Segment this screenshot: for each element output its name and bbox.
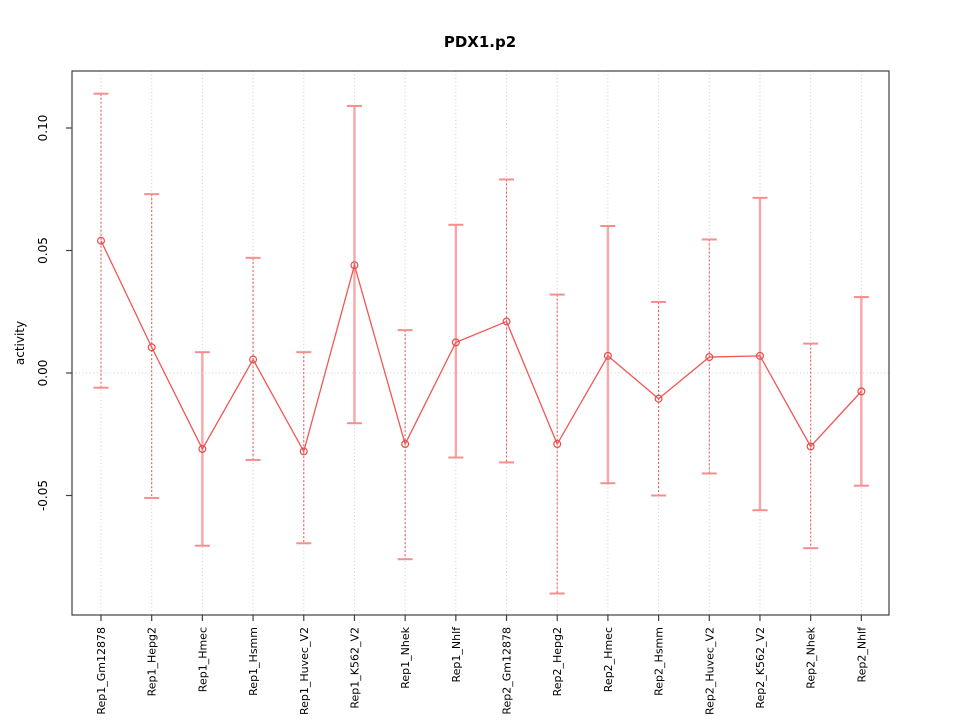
data-point (806, 442, 815, 451)
data-point (857, 387, 866, 396)
y-axis-label: activity (13, 321, 27, 365)
data-point (654, 394, 663, 403)
data-point (401, 440, 410, 449)
x-tick-label: Rep1_Huvec_V2 (298, 627, 311, 715)
x-tick-label: Rep2_Hmec (602, 627, 615, 692)
data-point (451, 338, 460, 347)
y-tick-label: -0.05 (36, 480, 50, 511)
plot-box (71, 70, 890, 616)
data-point (502, 317, 511, 326)
x-tick-label: Rep2_Gm12878 (501, 627, 514, 715)
data-point (147, 343, 156, 352)
data-point (198, 444, 207, 453)
data-point (350, 261, 359, 270)
chart-title: PDX1.p2 (444, 33, 516, 51)
data-point (705, 353, 714, 362)
data-point (96, 236, 105, 245)
x-tick-label: Rep1_Nhek (399, 626, 412, 688)
data-point (299, 447, 308, 456)
x-tick-label: Rep2_Hsmm (653, 627, 666, 696)
y-tick-label: 0.10 (36, 115, 50, 142)
data-point (553, 440, 562, 449)
x-tick-label: Rep1_Nhlf (450, 626, 463, 683)
x-tick-label: Rep2_Hepg2 (551, 627, 564, 696)
x-tick-label: Rep2_Nhlf (855, 626, 868, 683)
x-tick-label: Rep1_Hsmm (247, 627, 260, 696)
data-point (755, 351, 764, 360)
plot-layer: Rep1_Gm12878 Rep1_Hepg2 Rep1_Hmec Rep1_Hsmm… (36, 70, 890, 715)
x-tick-label: Rep2_Nhek (805, 626, 818, 688)
data-point (603, 351, 612, 360)
y-tick-label: 0.05 (36, 237, 50, 264)
x-tick-label: Rep1_Hepg2 (146, 627, 159, 696)
x-tick-label: Rep2_K562_V2 (754, 627, 767, 709)
x-tick-label: Rep1_Gm12878 (95, 627, 108, 715)
x-tick-label: Rep1_K562_V2 (348, 627, 361, 709)
x-tick-label: Rep2_Huvec_V2 (703, 627, 716, 715)
y-tick-label: 0.00 (36, 360, 50, 387)
x-tick-label: Rep1_Hmec (196, 627, 209, 692)
data-point (249, 355, 258, 364)
series-line (100, 240, 862, 454)
